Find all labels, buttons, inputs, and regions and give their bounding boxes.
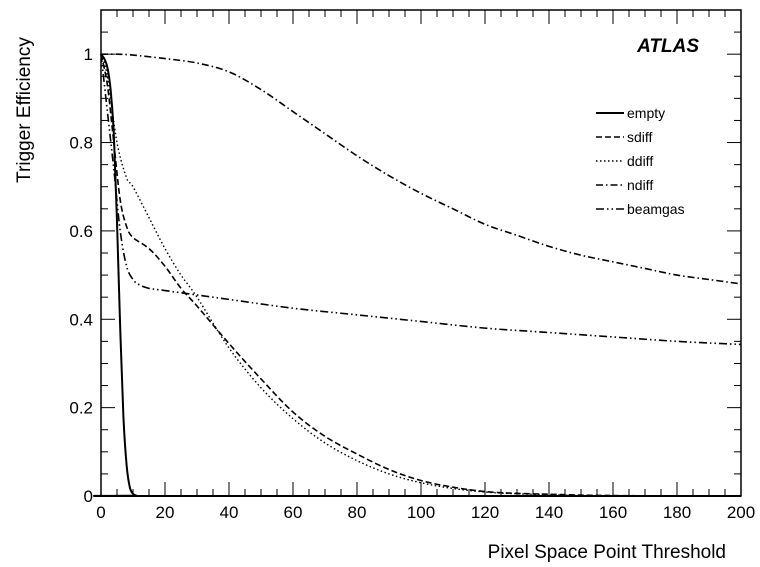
- series-line-ndiff: [100, 53, 742, 285]
- x-tick-label: 120: [471, 503, 499, 522]
- series-line-beamgas: [100, 54, 742, 346]
- y-tick-label: 0.2: [69, 399, 93, 418]
- y-tick-label: 0.4: [69, 310, 93, 329]
- x-tick-label: 80: [348, 503, 367, 522]
- legend-label-sdiff: sdiff: [627, 129, 653, 145]
- x-tick-label: 200: [727, 503, 755, 522]
- x-tick-label: 40: [220, 503, 239, 522]
- legend-label-empty: empty: [627, 105, 665, 121]
- y-tick-label: 0: [84, 487, 93, 506]
- x-tick-label: 20: [156, 503, 175, 522]
- y-axis-title: Trigger Efficiency: [14, 37, 35, 183]
- series-line-ddiff: [100, 53, 742, 497]
- x-tick-label: 180: [663, 503, 691, 522]
- legend: empty sdiff ddiff ndiff beamgas: [596, 105, 685, 217]
- y-tick-label: 0.6: [69, 222, 93, 241]
- x-axis-title: Pixel Space Point Threshold: [488, 542, 726, 563]
- x-tick-label: 100: [407, 503, 435, 522]
- atlas-label: ATLAS: [636, 36, 699, 57]
- x-tick-label: 140: [535, 503, 563, 522]
- y-tick-label: 1: [84, 45, 93, 64]
- legend-label-beamgas: beamgas: [627, 201, 685, 217]
- x-tick-label: 60: [284, 503, 303, 522]
- legend-label-ddiff: ddiff: [627, 153, 653, 169]
- x-tick-label: 0: [96, 503, 105, 522]
- y-tick-label: 0.8: [69, 134, 93, 153]
- legend-label-ndiff: ndiff: [627, 177, 653, 193]
- x-tick-label: 160: [599, 503, 627, 522]
